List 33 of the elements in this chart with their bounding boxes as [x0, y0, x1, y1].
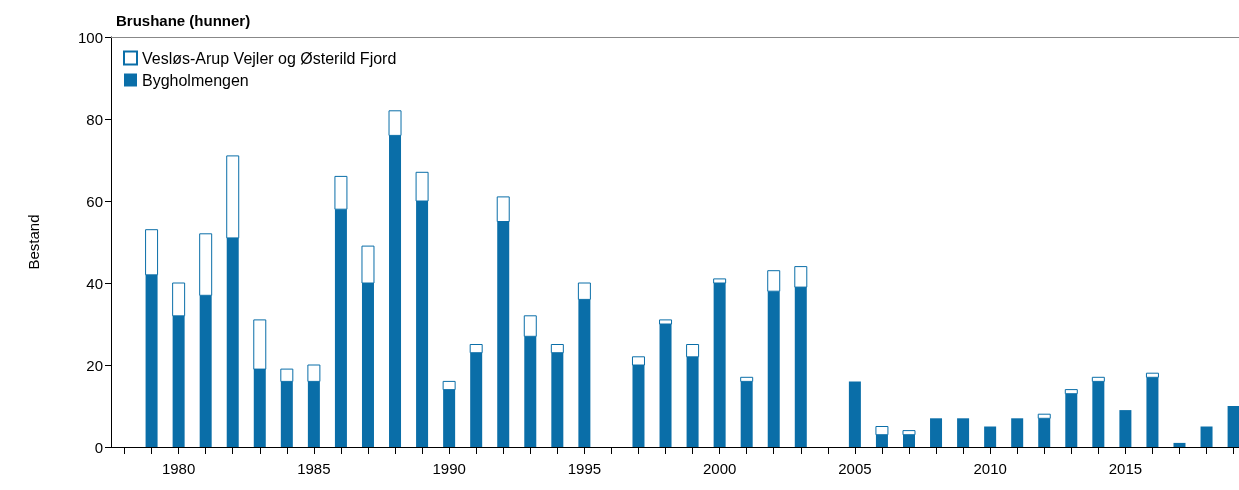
bar — [1146, 377, 1159, 447]
y-tick-label: 80 — [86, 110, 103, 128]
x-tick-label: 2000 — [702, 460, 737, 477]
x-tick-label: 1980 — [161, 460, 196, 477]
bar — [1173, 442, 1186, 447]
y-tick-label: 0 — [94, 438, 103, 456]
y-tick-label: 60 — [86, 192, 103, 210]
bar — [1011, 418, 1024, 447]
y-axis-title: Bestand — [25, 214, 42, 270]
y-tick-label: 20 — [86, 356, 103, 374]
y-tick-label: 40 — [86, 274, 103, 292]
chart-title: Brushane (hunner) — [116, 12, 251, 29]
legend-label: Bygholmengen — [142, 71, 249, 89]
x-tick-label: 1985 — [297, 460, 331, 477]
x-tick-label: 2005 — [838, 460, 872, 477]
x-tick-label: 1990 — [432, 460, 466, 477]
bar — [930, 418, 943, 447]
bar — [1227, 406, 1239, 447]
bar — [1038, 418, 1051, 447]
x-tick-label: 2015 — [1108, 460, 1143, 477]
x-tick-label: 1995 — [567, 460, 602, 477]
x-tick-label: 2010 — [973, 460, 1007, 477]
bar — [957, 418, 970, 447]
bar — [848, 381, 861, 447]
bar — [902, 434, 915, 447]
legend-label: Vesløs-Arup Vejler og Østerild Fjord — [142, 49, 397, 67]
bar — [984, 426, 997, 447]
y-tick-label: 100 — [77, 28, 103, 46]
bar — [1092, 381, 1105, 447]
bar — [740, 381, 753, 447]
bar — [1200, 426, 1213, 447]
bar — [1119, 410, 1132, 447]
bar — [1065, 393, 1078, 447]
